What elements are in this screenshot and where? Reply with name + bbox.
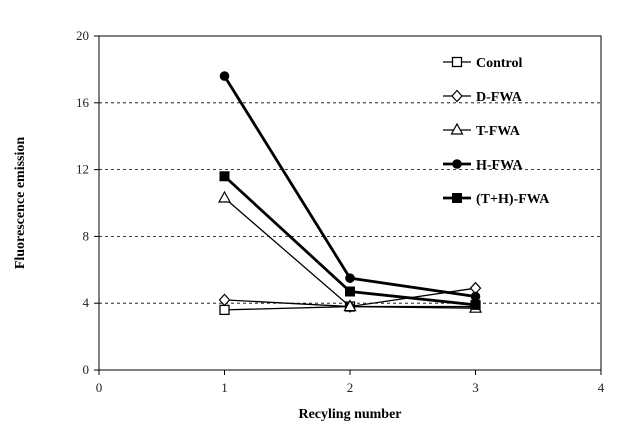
y-tick-label-4: 4 [83,295,90,310]
legend-label-t-fwa: T-FWA [476,124,521,139]
data-point-d-fwa-1 [218,293,231,307]
legend-marker-t-h-fwa [452,193,462,203]
legend: Control D-FWA T-FWA H-FWA (T+H)-FWA [443,56,550,207]
data-point-control-1 [219,304,230,316]
y-tick-label-12: 12 [76,162,89,177]
axes [94,35,602,375]
legend-label-d-fwa: D-FWA [476,90,523,105]
data-point-t-h-fwa-1 [219,171,230,182]
y-tick-label-8: 8 [83,228,90,243]
legend-marker-control [451,56,463,68]
x-axis-title: Recyling number [298,407,401,422]
data-point-h-fwa-2 [345,273,355,283]
x-tick-label-4: 4 [598,380,605,395]
y-tick-label-20: 20 [76,28,89,43]
series-group [217,71,483,316]
data-point-t-h-fwa-3 [470,299,481,310]
legend-label-control: Control [476,56,523,71]
legend-marker-d-fwa [451,89,463,103]
legend-marker-t-fwa [450,122,464,135]
data-point-t-fwa-2 [343,299,357,312]
data-point-h-fwa-3 [470,291,481,302]
plot-area [98,35,602,371]
y-tick-label-16: 16 [76,95,90,110]
legend-label-h-fwa: H-FWA [476,158,524,173]
data-point-h-fwa-1 [219,71,230,81]
y-axis-title: Fluorescence emission [13,137,28,270]
legend-marker-h-fwa [452,159,462,169]
legend-label-t-h-fwa: (T+H)-FWA [476,192,550,207]
x-tick-label-0: 0 [96,380,103,395]
data-point-t-fwa-1 [217,190,232,203]
x-tick-label-1: 1 [221,380,228,395]
x-tick-label-3: 3 [472,380,479,395]
x-tick-label-2: 2 [347,380,354,395]
y-tick-label-0: 0 [83,362,90,377]
data-point-t-h-fwa-2 [345,286,355,297]
